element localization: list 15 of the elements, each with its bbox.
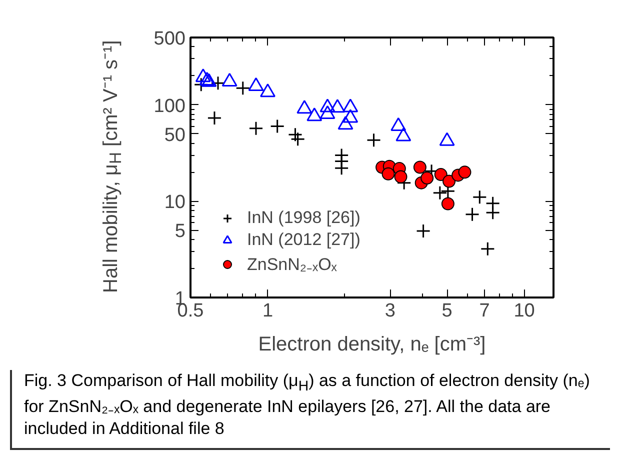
y-tick-label: 100 — [154, 96, 186, 117]
x-tick-label: 1 — [262, 300, 274, 322]
y-tick-label: 10 — [164, 192, 186, 214]
x-tick-label: 5 — [442, 300, 452, 322]
legend-label: InN (1998 [26]) — [247, 208, 360, 228]
legend-label: InN (2012 [27]) — [247, 230, 360, 250]
x-axis-title: Electron density, nₑ [cm⁻³] — [258, 334, 486, 356]
y-tick-label: 5 — [174, 221, 186, 242]
x-tick-label: 10 — [514, 300, 535, 322]
x-tick-label: 3 — [384, 300, 396, 322]
caption: Fig. 3 Comparison of Hall mobility (μ$_{H}$) as a function of electron density (nₑ) for ZnSnN₂₋ₓOₓ and degenerate InN epilayers [26, 27]. All the data are included in Additional file 8 — [24, 370, 591, 440]
y-tick-label: 500 — [154, 28, 186, 50]
legend-label: ZnSnN₂₋ₓOₓ — [247, 254, 337, 275]
x-tick-label: 7 — [479, 300, 490, 322]
y-tick-label: 50 — [164, 124, 186, 146]
